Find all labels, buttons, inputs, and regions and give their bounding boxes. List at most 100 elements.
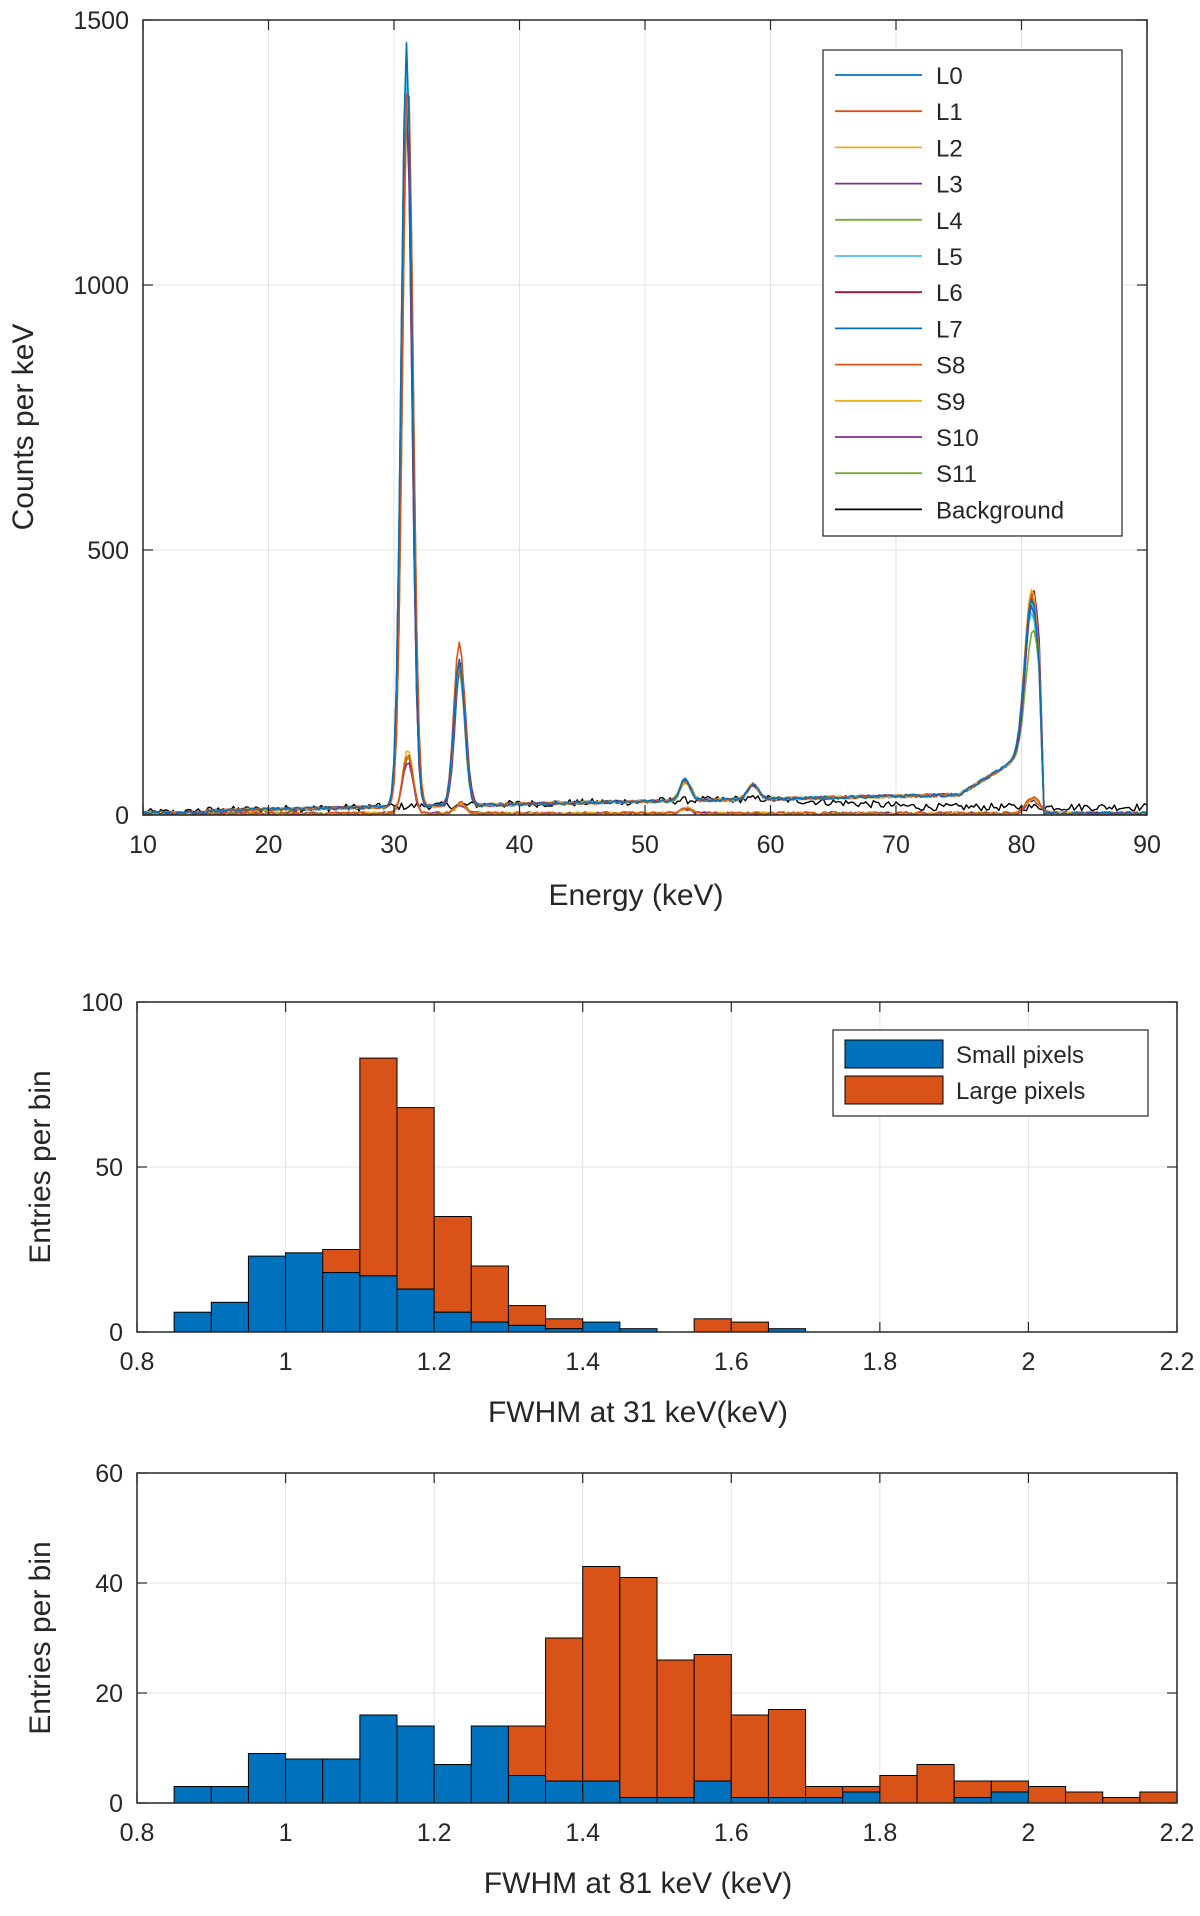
fwhm81-x-axis-label: FWHM at 81 keV (keV) [484, 1867, 792, 1900]
x-tick-label: 60 [757, 831, 785, 859]
x-tick-label: 1.6 [714, 1819, 749, 1847]
bar-large-pixels [396, 1107, 435, 1290]
fwhm81-y-axis-label: Entries per bin [24, 1541, 57, 1734]
legend-s11-label: S11 [936, 461, 977, 488]
legend-l2-label: L2 [936, 135, 963, 162]
bar-large-pixels [730, 1321, 769, 1333]
spectrum-y-axis-label: Counts per keV [7, 324, 40, 531]
bar-small-pixels [693, 1780, 732, 1804]
bar-small-pixels [396, 1288, 435, 1333]
spectrum-x-axis-label: Energy (keV) [548, 879, 723, 912]
bar-small-pixels [842, 1791, 881, 1804]
legend-large-pixels-label: Large pixels [956, 1078, 1085, 1105]
bar-small-pixels [359, 1275, 398, 1333]
x-tick-label: 20 [255, 831, 283, 859]
bar-large-pixels [916, 1764, 955, 1804]
y-tick-label: 40 [95, 1570, 123, 1598]
bar-small-pixels [507, 1324, 547, 1333]
legend-l3-label: L3 [936, 172, 963, 199]
bar-large-pixels [730, 1714, 769, 1798]
x-tick-label: 1 [279, 1819, 293, 1847]
spectrum-panel: 10 20 30 40 50 60 70 80 90 0 500 1000 1500 Energy (k… [7, 7, 1161, 912]
bar-small-pixels [582, 1780, 621, 1804]
x-tick-label: 1.6 [714, 1348, 749, 1376]
bar-large-pixels [656, 1659, 695, 1798]
x-tick-label: 1.2 [417, 1348, 452, 1376]
bar-small-pixels [210, 1786, 249, 1804]
x-tick-label: 10 [129, 831, 157, 859]
bar-large-pixels [359, 1057, 398, 1277]
legend-background-label: Background [936, 497, 1064, 524]
bar-large-pixels [507, 1305, 547, 1326]
bar-small-pixels [322, 1272, 361, 1333]
bar-small-pixels [545, 1780, 584, 1804]
bar-small-pixels [953, 1797, 992, 1804]
x-tick-label: 1.8 [862, 1819, 897, 1847]
bar-large-pixels [322, 1249, 361, 1274]
bar-small-pixels [730, 1797, 769, 1804]
spectrum-legend: L0 L1 L2 L3 L4 L5 L6 L7 S8 S9 S10 S11 Background [822, 49, 1123, 537]
x-tick-label: 2 [1021, 1348, 1035, 1376]
bar-large-pixels [693, 1654, 732, 1782]
y-tick-label: 0 [109, 1319, 123, 1347]
fwhm31-ticks: 0.8 1 1.2 1.4 1.6 1.8 2 2.2 0 50 100 [81, 989, 1194, 1376]
bar-small-pixels [359, 1714, 398, 1804]
bar-large-pixels [1027, 1786, 1067, 1804]
x-tick-label: 1.4 [565, 1819, 600, 1847]
legend-l0-label: L0 [936, 63, 963, 90]
y-tick-label: 0 [115, 802, 129, 830]
series-l0-line [142, 41, 1148, 816]
x-tick-label: 90 [1133, 831, 1161, 859]
y-tick-label: 500 [87, 537, 129, 565]
x-tick-label: 2.2 [1160, 1819, 1195, 1847]
bar-small-pixels [470, 1321, 509, 1333]
bar-large-pixels [619, 1577, 658, 1798]
bar-large-pixels [953, 1780, 992, 1798]
fwhm31-y-axis-label: Entries per bin [24, 1070, 57, 1263]
bar-large-pixels [582, 1566, 621, 1782]
legend-l7-label: L7 [936, 316, 963, 343]
bar-small-pixels [507, 1775, 547, 1804]
bar-large-pixels [990, 1780, 1029, 1793]
x-tick-label: 30 [380, 831, 408, 859]
bar-small-pixels [285, 1758, 324, 1804]
legend-s8-label: S8 [936, 353, 965, 380]
x-tick-label: 50 [631, 831, 659, 859]
x-tick-label: 1.2 [417, 1819, 452, 1847]
bar-large-pixels [805, 1786, 844, 1798]
x-tick-label: 2 [1021, 1819, 1035, 1847]
legend-l5-label: L5 [936, 244, 963, 271]
x-tick-label: 2.2 [1160, 1348, 1195, 1376]
x-tick-label: 0.8 [120, 1348, 155, 1376]
bar-large-pixels [693, 1318, 732, 1333]
y-tick-label: 20 [95, 1680, 123, 1708]
bar-large-pixels [545, 1318, 584, 1330]
legend-large-pixels-swatch [844, 1075, 944, 1105]
legend-s9-label: S9 [936, 389, 965, 416]
y-tick-label: 50 [95, 1154, 123, 1182]
bar-small-pixels [990, 1791, 1029, 1804]
fwhm81-ticks: 0.8 1 1.2 1.4 1.6 1.8 2 2.2 0 20 40 60 [95, 1460, 1194, 1847]
bar-large-pixels [433, 1216, 472, 1313]
bar-small-pixels [396, 1725, 435, 1804]
bar-small-pixels [173, 1786, 212, 1804]
bar-small-pixels [247, 1255, 287, 1333]
bar-large-pixels [879, 1775, 918, 1804]
x-tick-label: 1.4 [565, 1348, 600, 1376]
legend-l4-label: L4 [936, 208, 963, 235]
bar-small-pixels [173, 1311, 212, 1333]
x-tick-label: 80 [1008, 831, 1036, 859]
fwhm81-bars [173, 1566, 1178, 1804]
bar-small-pixels [805, 1797, 844, 1804]
fwhm81-axes-box [136, 1472, 1178, 1804]
bar-large-pixels [470, 1265, 509, 1323]
y-tick-label: 1500 [73, 7, 129, 35]
legend-s10-label: S10 [936, 425, 979, 452]
bar-small-pixels [322, 1758, 361, 1804]
legend-l1-label: L1 [936, 99, 963, 126]
bar-small-pixels [582, 1321, 621, 1333]
spectrum-ticks: 10 20 30 40 50 60 70 80 90 0 500 1000 1500 [73, 7, 1161, 859]
bar-large-pixels [767, 1709, 807, 1798]
x-tick-label: 70 [882, 831, 910, 859]
